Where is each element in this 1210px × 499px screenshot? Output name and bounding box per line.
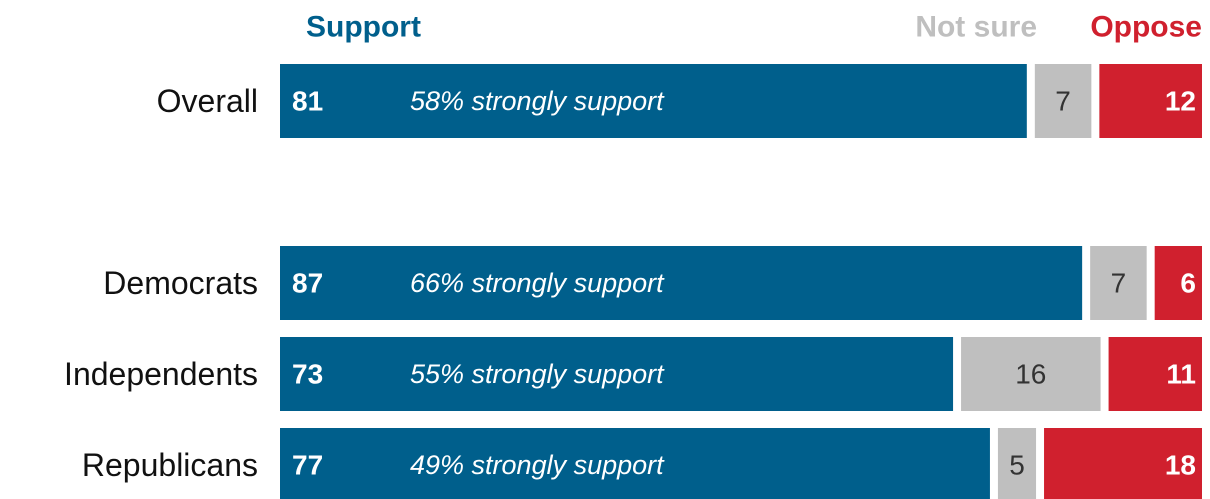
- value-label: 7: [1055, 86, 1071, 117]
- value-label: 81: [292, 86, 323, 117]
- value-label: 6: [1180, 268, 1196, 299]
- value-label: 5: [1009, 450, 1025, 481]
- bar-segment: [1090, 246, 1147, 320]
- category-label: Overall: [157, 83, 258, 119]
- bar-segment: [280, 337, 954, 411]
- legend-label: Support: [306, 11, 421, 44]
- value-label: 7: [1111, 268, 1127, 299]
- bar-segment: [1108, 337, 1202, 411]
- bar-segment: [280, 64, 1027, 138]
- annotation: 58% strongly support: [410, 86, 665, 116]
- value-label: 18: [1165, 450, 1196, 481]
- bar-segment: [280, 428, 990, 499]
- value-label: 73: [292, 359, 323, 390]
- category-label: Republicans: [82, 447, 258, 483]
- category-label: Independents: [64, 356, 258, 392]
- bar-segment: [280, 246, 1083, 320]
- bar-segment: [1099, 64, 1202, 138]
- bar-segment: [961, 337, 1101, 411]
- value-label: 12: [1165, 86, 1196, 117]
- bar-segment: [1044, 428, 1202, 499]
- value-label: 77: [292, 450, 323, 481]
- annotation: 49% strongly support: [410, 450, 665, 480]
- annotation: 55% strongly support: [410, 359, 665, 389]
- value-label: 16: [1015, 359, 1046, 390]
- bar-segment: [1034, 64, 1092, 138]
- annotation: 66% strongly support: [410, 268, 665, 298]
- category-label: Democrats: [103, 265, 258, 301]
- legend-label: Not sure: [915, 11, 1037, 44]
- legend-label: Oppose: [1090, 11, 1202, 44]
- value-label: 11: [1166, 359, 1196, 390]
- value-label: 87: [292, 268, 323, 299]
- bar-segment: [1154, 246, 1202, 320]
- bar-segment: [997, 428, 1037, 499]
